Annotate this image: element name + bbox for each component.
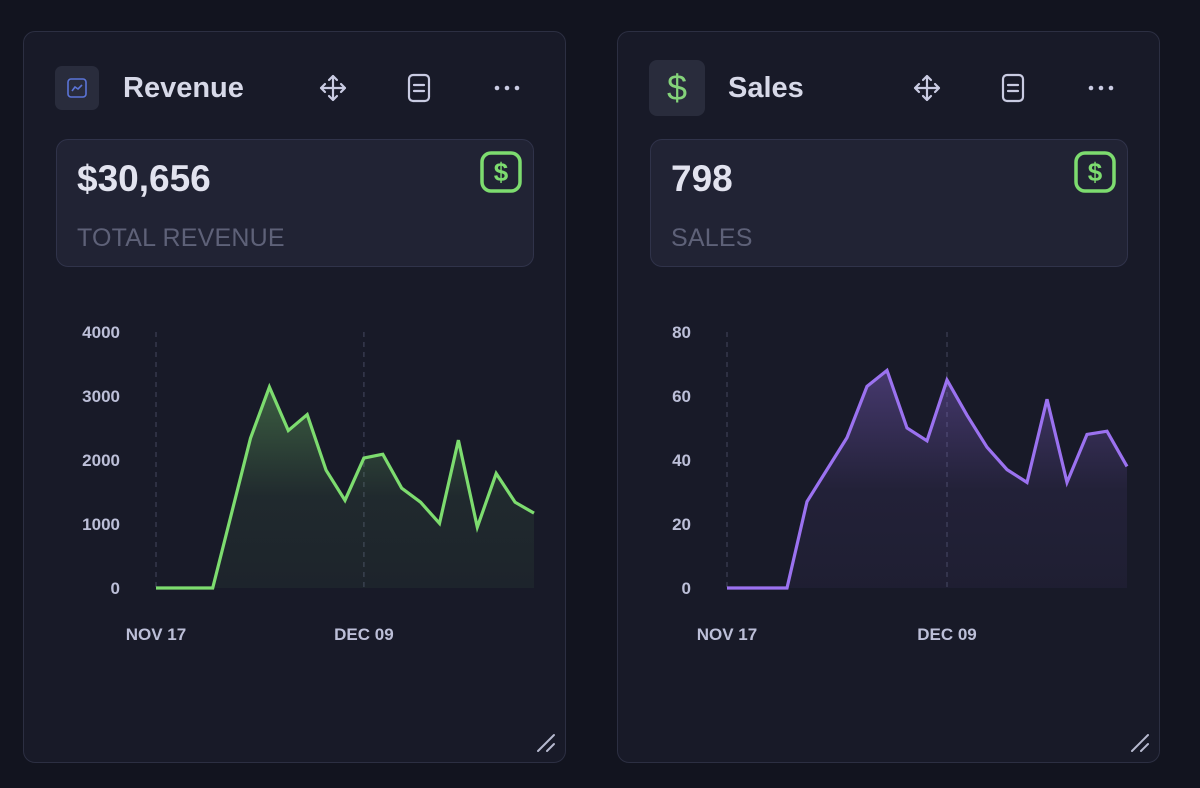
svg-text:$: $ bbox=[494, 157, 509, 187]
sales-label: SALES bbox=[671, 224, 753, 252]
series-line bbox=[727, 367, 1129, 590]
y-tick-label: 4000 bbox=[82, 323, 120, 342]
area-fill bbox=[727, 370, 1127, 588]
y-tick-label: 3000 bbox=[82, 387, 120, 406]
widget-header: $ Sales bbox=[649, 60, 1159, 116]
data-point bbox=[230, 512, 233, 515]
resize-icon bbox=[1131, 734, 1149, 752]
data-point bbox=[1086, 433, 1089, 436]
y-tick-label: 0 bbox=[682, 579, 691, 598]
total-revenue-label: TOTAL REVENUE bbox=[77, 224, 285, 252]
y-tick-label: 80 bbox=[672, 323, 691, 342]
data-point bbox=[155, 587, 158, 590]
stat-panel: 798 SALES $ bbox=[650, 139, 1128, 267]
y-tick-label: 1000 bbox=[82, 515, 120, 534]
move-icon bbox=[913, 74, 941, 102]
revenue-chart: 0 1000 2000 3000 4000 NOV 17 DEC 09 bbox=[24, 312, 567, 652]
y-tick-label: 20 bbox=[672, 515, 691, 534]
data-point bbox=[846, 436, 849, 439]
data-point bbox=[344, 499, 347, 502]
dollar-badge-icon: $ bbox=[1074, 151, 1116, 193]
data-point bbox=[1006, 468, 1009, 471]
more-icon bbox=[494, 85, 520, 91]
move-icon bbox=[319, 74, 347, 102]
move-button[interactable] bbox=[317, 72, 349, 104]
more-icon bbox=[1088, 85, 1114, 91]
document-icon bbox=[407, 73, 431, 103]
data-point bbox=[192, 587, 195, 590]
data-point bbox=[1046, 398, 1049, 401]
svg-text:$: $ bbox=[667, 68, 687, 108]
data-point bbox=[495, 472, 498, 475]
data-point bbox=[249, 437, 252, 440]
y-tick-label: 0 bbox=[111, 579, 120, 598]
data-point bbox=[438, 522, 441, 525]
data-point bbox=[419, 501, 422, 504]
resize-handle[interactable] bbox=[535, 732, 557, 754]
data-point bbox=[806, 500, 809, 503]
data-point bbox=[457, 439, 460, 442]
data-point bbox=[866, 385, 869, 388]
data-point bbox=[1106, 430, 1109, 433]
resize-handle[interactable] bbox=[1129, 732, 1151, 754]
data-point bbox=[746, 587, 749, 590]
data-point bbox=[766, 587, 769, 590]
document-icon bbox=[1001, 73, 1025, 103]
data-point bbox=[381, 453, 384, 456]
revenue-chart-svg: 0 1000 2000 3000 4000 NOV 17 DEC 09 bbox=[82, 323, 536, 644]
x-tick-label: DEC 09 bbox=[334, 625, 394, 644]
more-options-button[interactable] bbox=[1085, 72, 1117, 104]
more-options-button[interactable] bbox=[491, 72, 523, 104]
widget-header: Revenue bbox=[55, 60, 565, 116]
data-point bbox=[173, 587, 176, 590]
svg-text:$: $ bbox=[1088, 157, 1103, 187]
y-tick-label: 40 bbox=[672, 451, 691, 470]
resize-icon bbox=[537, 734, 555, 752]
data-point bbox=[514, 501, 517, 504]
data-point bbox=[306, 413, 309, 416]
dollar-icon: $ bbox=[649, 60, 705, 116]
data-point bbox=[400, 487, 403, 490]
document-button[interactable] bbox=[403, 72, 435, 104]
move-button[interactable] bbox=[911, 72, 943, 104]
sales-widget: $ Sales 798 SALES $ 0 20 40 60 80 NOV 17 DEC 0… bbox=[617, 31, 1160, 763]
chart-line-icon bbox=[55, 66, 99, 110]
data-point bbox=[1026, 481, 1029, 484]
data-point bbox=[211, 587, 214, 590]
data-point bbox=[946, 379, 949, 382]
sales-chart-svg: 0 20 40 60 80 NOV 17 DEC 09 bbox=[672, 323, 1129, 644]
revenue-widget: Revenue $30,656 TOTAL REVENUE $ 0 1000 200… bbox=[23, 31, 566, 763]
series-line bbox=[156, 382, 535, 590]
data-point bbox=[1126, 465, 1129, 468]
x-tick-label: NOV 17 bbox=[697, 625, 757, 644]
data-point bbox=[533, 512, 536, 515]
data-point bbox=[476, 526, 479, 529]
area-fill bbox=[156, 387, 534, 588]
data-point bbox=[966, 414, 969, 417]
x-tick-label: NOV 17 bbox=[126, 625, 186, 644]
x-tick-label: DEC 09 bbox=[917, 625, 977, 644]
y-tick-label: 60 bbox=[672, 387, 691, 406]
data-point bbox=[786, 587, 789, 590]
data-point bbox=[886, 369, 889, 372]
document-button[interactable] bbox=[997, 72, 1029, 104]
data-point bbox=[268, 386, 271, 389]
total-revenue-value: $30,656 bbox=[77, 158, 211, 199]
data-point bbox=[986, 446, 989, 449]
data-point bbox=[287, 429, 290, 432]
sales-value: 798 bbox=[671, 158, 733, 199]
data-point bbox=[325, 469, 328, 472]
data-point bbox=[906, 427, 909, 430]
widget-title: Revenue bbox=[123, 72, 244, 104]
stat-panel: $30,656 TOTAL REVENUE $ bbox=[56, 139, 534, 267]
y-tick-label: 2000 bbox=[82, 451, 120, 470]
data-point bbox=[926, 439, 929, 442]
data-point bbox=[1066, 481, 1069, 484]
widget-title: Sales bbox=[728, 72, 804, 104]
sales-chart: 0 20 40 60 80 NOV 17 DEC 09 bbox=[618, 312, 1161, 652]
data-point bbox=[362, 457, 365, 460]
data-point bbox=[726, 587, 729, 590]
dollar-badge-icon: $ bbox=[480, 151, 522, 193]
data-point bbox=[826, 468, 829, 471]
